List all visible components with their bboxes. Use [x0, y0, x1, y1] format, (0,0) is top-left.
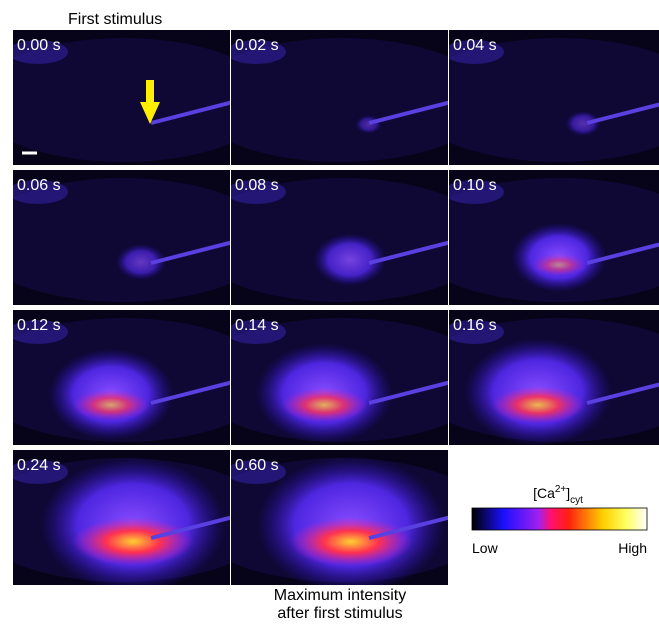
calcium-core — [491, 386, 585, 424]
panel-content — [449, 170, 659, 305]
time-label: 0.14 s — [235, 317, 279, 334]
pipette — [368, 380, 448, 405]
calcium-core — [72, 517, 194, 566]
colorbar-low: Low — [472, 540, 499, 556]
arrow-head — [140, 102, 160, 124]
calcium-core — [289, 517, 413, 567]
panel-content — [449, 30, 659, 165]
panel-content — [231, 450, 448, 585]
pipette — [586, 382, 659, 405]
calcium-wave — [565, 111, 601, 136]
pipette — [586, 102, 659, 125]
colorbar-label: [Ca2+]cyt — [533, 484, 583, 506]
calcium-wave — [313, 233, 387, 286]
time-label: 0.04 s — [453, 37, 497, 54]
pipette — [150, 100, 230, 125]
panel-content — [231, 310, 448, 445]
cell-outline — [449, 38, 659, 162]
corner-glow — [231, 460, 286, 484]
pipette — [150, 240, 230, 265]
colorbar-high: High — [618, 540, 647, 556]
calcium-wave — [355, 115, 382, 134]
label-sub: cyt — [570, 495, 583, 506]
label-part: [Ca — [533, 485, 555, 501]
header: First stimulus — [68, 11, 162, 28]
time-label: 0.06 s — [17, 177, 61, 194]
image-panel: 0.08 s — [231, 170, 448, 305]
caption: after first stimulus — [277, 605, 402, 622]
calcium-core — [72, 389, 150, 421]
pipette — [368, 240, 448, 265]
image-panel: 0.60 s — [231, 450, 448, 585]
label-part: ] — [566, 485, 570, 501]
time-label: 0.24 s — [17, 457, 61, 474]
time-label: 0.60 s — [235, 457, 279, 474]
calcium-wave — [116, 244, 166, 280]
image-panel: 0.14 s — [231, 310, 448, 445]
corner-glow — [13, 320, 68, 344]
time-label: 0.08 s — [235, 177, 279, 194]
pipette — [150, 380, 230, 405]
image-panel: 0.24 s — [13, 450, 230, 585]
panel-content — [231, 170, 448, 305]
image-panel: 0.06 s — [13, 170, 230, 305]
panel-content — [449, 310, 659, 445]
panel-content — [13, 170, 230, 305]
cell-outline — [13, 178, 230, 302]
time-label: 0.00 s — [17, 37, 61, 54]
panel-grid: 0.00 s 0.02 s 0.04 s 0.06 s 0.08 s 0.10 s 0.12… — [13, 30, 659, 585]
image-panel: 0.04 s — [449, 30, 659, 165]
label-sup: 2+ — [555, 484, 567, 495]
time-label: 0.10 s — [453, 177, 497, 194]
image-panel: 0.16 s — [449, 310, 659, 445]
calcium-core — [531, 254, 587, 276]
time-label: 0.02 s — [235, 37, 279, 54]
corner-glow — [449, 40, 504, 64]
panel-content — [231, 30, 448, 165]
image-panel: 0.10 s — [449, 170, 659, 305]
corner-glow — [449, 180, 504, 204]
time-label: 0.12 s — [17, 317, 61, 334]
cell-outline — [231, 38, 448, 162]
image-panel: 0.02 s — [231, 30, 448, 165]
corner-glow — [13, 180, 68, 204]
cell-outline — [13, 38, 230, 162]
caption: Maximum intensity — [274, 587, 406, 604]
pipette — [150, 515, 230, 540]
corner-glow — [231, 320, 286, 344]
pipette — [368, 100, 448, 125]
calcium-core — [281, 387, 368, 423]
image-panel: 0.12 s — [13, 310, 230, 445]
corner-glow — [13, 40, 68, 64]
corner-glow — [231, 180, 286, 204]
pipette — [368, 515, 448, 540]
panel-content — [13, 450, 230, 585]
corner-glow — [13, 460, 68, 484]
arrow-shaft — [146, 80, 154, 104]
corner-glow — [449, 320, 504, 344]
time-label: 0.16 s — [453, 317, 497, 334]
panel-content — [13, 30, 230, 165]
colorbar — [471, 507, 648, 531]
corner-glow — [231, 40, 286, 64]
image-panel: 0.00 s — [13, 30, 230, 165]
panel-content — [13, 310, 230, 445]
pipette — [586, 242, 659, 265]
